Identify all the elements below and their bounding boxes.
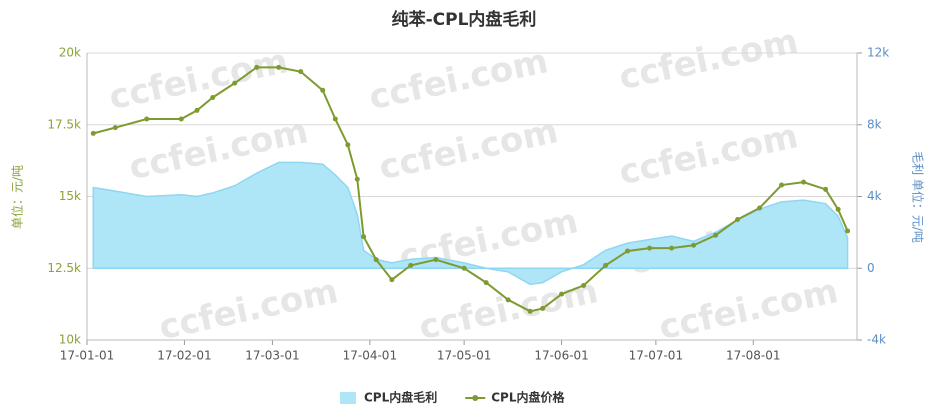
legend-swatch — [340, 392, 356, 404]
watermark: ccfei.com — [156, 271, 342, 348]
y-tick-label: 10k — [59, 333, 81, 347]
watermark: ccfei.com — [616, 21, 802, 98]
point — [713, 232, 719, 238]
x-tick-label: 17-01-01 — [60, 349, 114, 363]
point — [540, 305, 546, 311]
x-tick-label: 17-07-01 — [629, 349, 683, 363]
point — [845, 228, 851, 234]
x-tick-label: 17-02-01 — [157, 349, 211, 363]
y2-axis-label: 毛利 单位：元/吨 — [911, 151, 926, 243]
x-tick-label: 17-03-01 — [245, 349, 299, 363]
watermark: ccfei.com — [656, 271, 842, 348]
x-tick-label: 17-08-01 — [726, 349, 780, 363]
point — [90, 130, 96, 136]
point — [389, 277, 395, 283]
y2-tick-label: 12k — [867, 46, 889, 60]
point — [232, 80, 238, 86]
point — [801, 179, 807, 185]
point — [603, 262, 609, 268]
point — [373, 257, 379, 263]
point — [735, 216, 741, 222]
y2-tick-label: 4k — [867, 189, 882, 203]
point — [461, 265, 467, 271]
point — [345, 142, 351, 148]
y2-tick-label: 8k — [867, 117, 882, 131]
point — [625, 248, 631, 254]
point — [298, 69, 304, 75]
point — [332, 116, 338, 122]
point — [647, 245, 653, 251]
y-axis-label: 单位：元/吨 — [10, 165, 25, 229]
point — [527, 308, 533, 314]
point — [757, 205, 763, 211]
watermark: ccfei.com — [376, 111, 562, 188]
point — [691, 242, 697, 248]
point — [433, 257, 439, 263]
point — [276, 64, 282, 70]
x-tick-label: 17-04-01 — [343, 349, 397, 363]
legend-swatch — [472, 395, 479, 401]
point — [581, 282, 587, 288]
point — [210, 94, 216, 100]
point — [669, 245, 675, 251]
chart-title: 纯苯-CPL内盘毛利 — [392, 9, 537, 30]
point — [559, 291, 565, 297]
legend-label: CPL内盘毛利 — [364, 390, 437, 405]
x-tick-label: 17-06-01 — [534, 349, 588, 363]
point — [320, 87, 326, 93]
point — [354, 176, 360, 182]
watermark: ccfei.com — [616, 116, 802, 193]
point — [144, 116, 150, 122]
point — [823, 186, 829, 192]
point — [408, 262, 414, 268]
point — [835, 206, 841, 212]
point — [194, 107, 200, 113]
area — [92, 161, 849, 286]
legend-label: CPL内盘价格 — [491, 390, 565, 405]
y-tick-label: 17.5k — [47, 117, 81, 131]
y-tick-label: 20k — [59, 46, 81, 60]
point — [779, 182, 785, 188]
point — [361, 234, 367, 240]
point — [505, 297, 511, 303]
watermark: ccfei.com — [416, 271, 602, 348]
point — [483, 280, 489, 286]
y2-tick-label: 0 — [867, 261, 875, 275]
y2-tick-label: -4k — [867, 333, 886, 347]
point — [112, 125, 118, 131]
y-tick-label: 15k — [59, 189, 81, 203]
point — [254, 64, 260, 70]
y-tick-label: 12.5k — [47, 261, 81, 275]
line — [93, 66, 849, 313]
x-tick-label: 17-05-01 — [437, 349, 491, 363]
point — [178, 116, 184, 122]
